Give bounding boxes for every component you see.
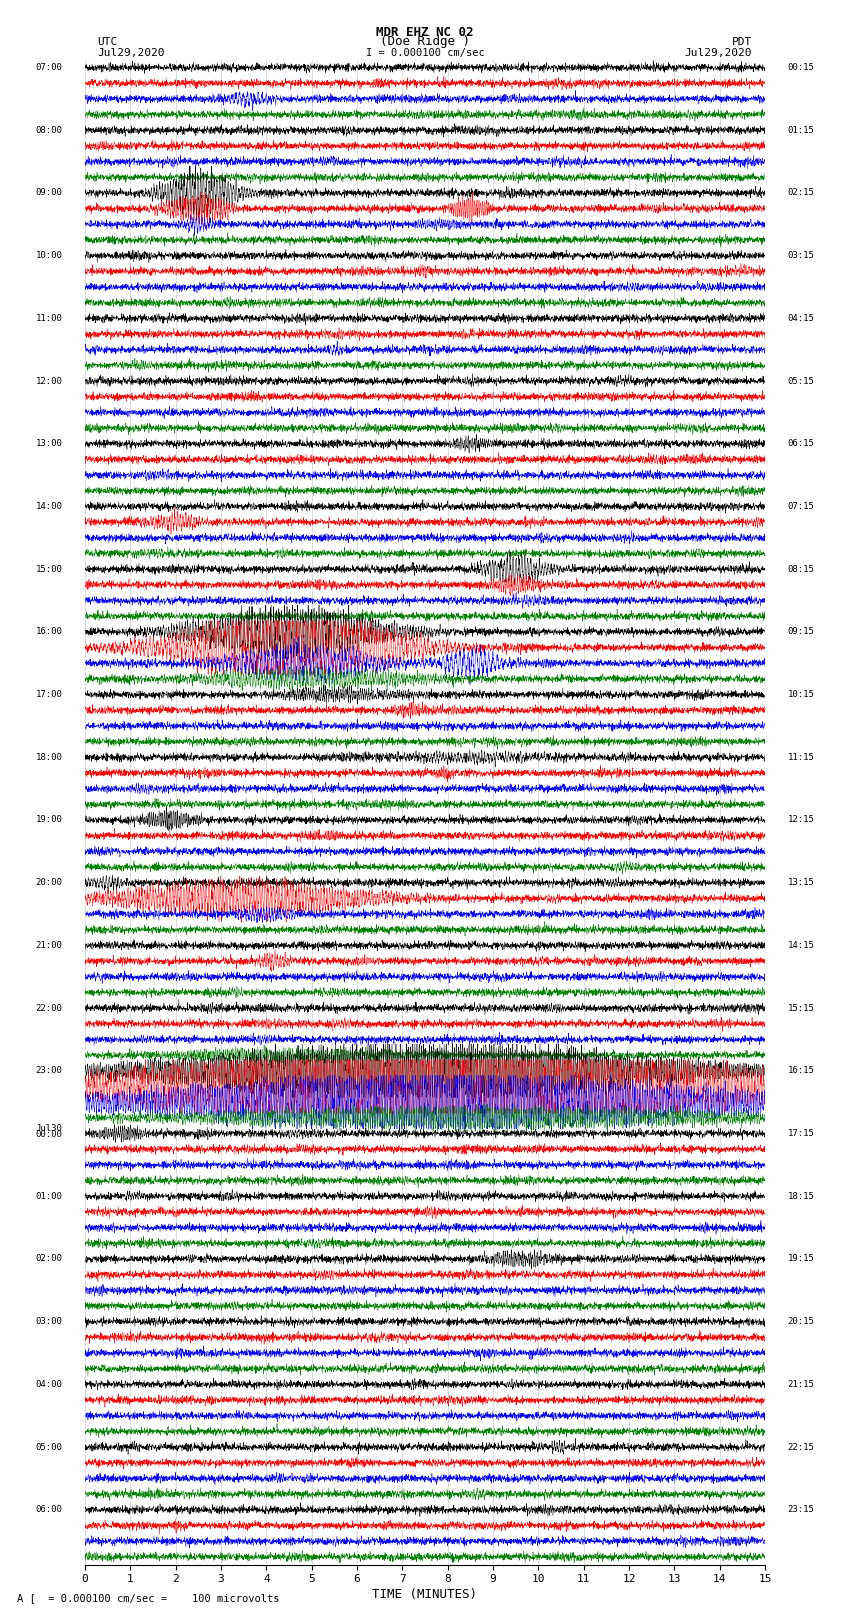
- Text: Jul29,2020: Jul29,2020: [98, 48, 165, 58]
- Text: 11:00: 11:00: [36, 315, 62, 323]
- Text: MDR EHZ NC 02: MDR EHZ NC 02: [377, 26, 473, 39]
- Text: 18:00: 18:00: [36, 753, 62, 761]
- Text: 03:00: 03:00: [36, 1318, 62, 1326]
- Text: 21:00: 21:00: [36, 940, 62, 950]
- Text: 06:00: 06:00: [36, 1505, 62, 1515]
- Text: 23:15: 23:15: [788, 1505, 814, 1515]
- Text: 10:00: 10:00: [36, 252, 62, 260]
- Text: 22:00: 22:00: [36, 1003, 62, 1013]
- Text: 11:15: 11:15: [788, 753, 814, 761]
- Text: 00:15: 00:15: [788, 63, 814, 73]
- Text: 10:15: 10:15: [788, 690, 814, 698]
- Text: 01:15: 01:15: [788, 126, 814, 135]
- Text: 17:00: 17:00: [36, 690, 62, 698]
- Text: 19:15: 19:15: [788, 1255, 814, 1263]
- Text: 21:15: 21:15: [788, 1379, 814, 1389]
- Text: Jul30: Jul30: [36, 1124, 62, 1132]
- Text: 22:15: 22:15: [788, 1442, 814, 1452]
- Text: 02:00: 02:00: [36, 1255, 62, 1263]
- Text: 16:15: 16:15: [788, 1066, 814, 1076]
- Text: 12:00: 12:00: [36, 376, 62, 386]
- Text: 01:00: 01:00: [36, 1192, 62, 1200]
- Text: 15:15: 15:15: [788, 1003, 814, 1013]
- Text: (Doe Ridge ): (Doe Ridge ): [380, 35, 470, 48]
- Text: Jul29,2020: Jul29,2020: [685, 48, 752, 58]
- Text: 12:15: 12:15: [788, 816, 814, 824]
- Text: 04:00: 04:00: [36, 1379, 62, 1389]
- Text: I = 0.000100 cm/sec: I = 0.000100 cm/sec: [366, 48, 484, 58]
- X-axis label: TIME (MINUTES): TIME (MINUTES): [372, 1589, 478, 1602]
- Text: 18:15: 18:15: [788, 1192, 814, 1200]
- Text: 14:15: 14:15: [788, 940, 814, 950]
- Text: 19:00: 19:00: [36, 816, 62, 824]
- Text: 03:15: 03:15: [788, 252, 814, 260]
- Text: 16:00: 16:00: [36, 627, 62, 637]
- Text: 05:00: 05:00: [36, 1442, 62, 1452]
- Text: 05:15: 05:15: [788, 376, 814, 386]
- Text: 20:15: 20:15: [788, 1318, 814, 1326]
- Text: 23:00: 23:00: [36, 1066, 62, 1076]
- Text: 02:15: 02:15: [788, 189, 814, 197]
- Text: 09:15: 09:15: [788, 627, 814, 637]
- Text: 14:00: 14:00: [36, 502, 62, 511]
- Text: 08:00: 08:00: [36, 126, 62, 135]
- Text: 08:15: 08:15: [788, 565, 814, 574]
- Text: UTC: UTC: [98, 37, 118, 47]
- Text: PDT: PDT: [732, 37, 752, 47]
- Text: 09:00: 09:00: [36, 189, 62, 197]
- Text: 20:00: 20:00: [36, 877, 62, 887]
- Text: 13:15: 13:15: [788, 877, 814, 887]
- Text: 00:00: 00:00: [36, 1129, 62, 1139]
- Text: 06:15: 06:15: [788, 439, 814, 448]
- Text: A [  = 0.000100 cm/sec =    100 microvolts: A [ = 0.000100 cm/sec = 100 microvolts: [17, 1594, 280, 1603]
- Text: 13:00: 13:00: [36, 439, 62, 448]
- Text: 07:15: 07:15: [788, 502, 814, 511]
- Text: 07:00: 07:00: [36, 63, 62, 73]
- Text: 04:15: 04:15: [788, 315, 814, 323]
- Text: 15:00: 15:00: [36, 565, 62, 574]
- Text: 17:15: 17:15: [788, 1129, 814, 1139]
